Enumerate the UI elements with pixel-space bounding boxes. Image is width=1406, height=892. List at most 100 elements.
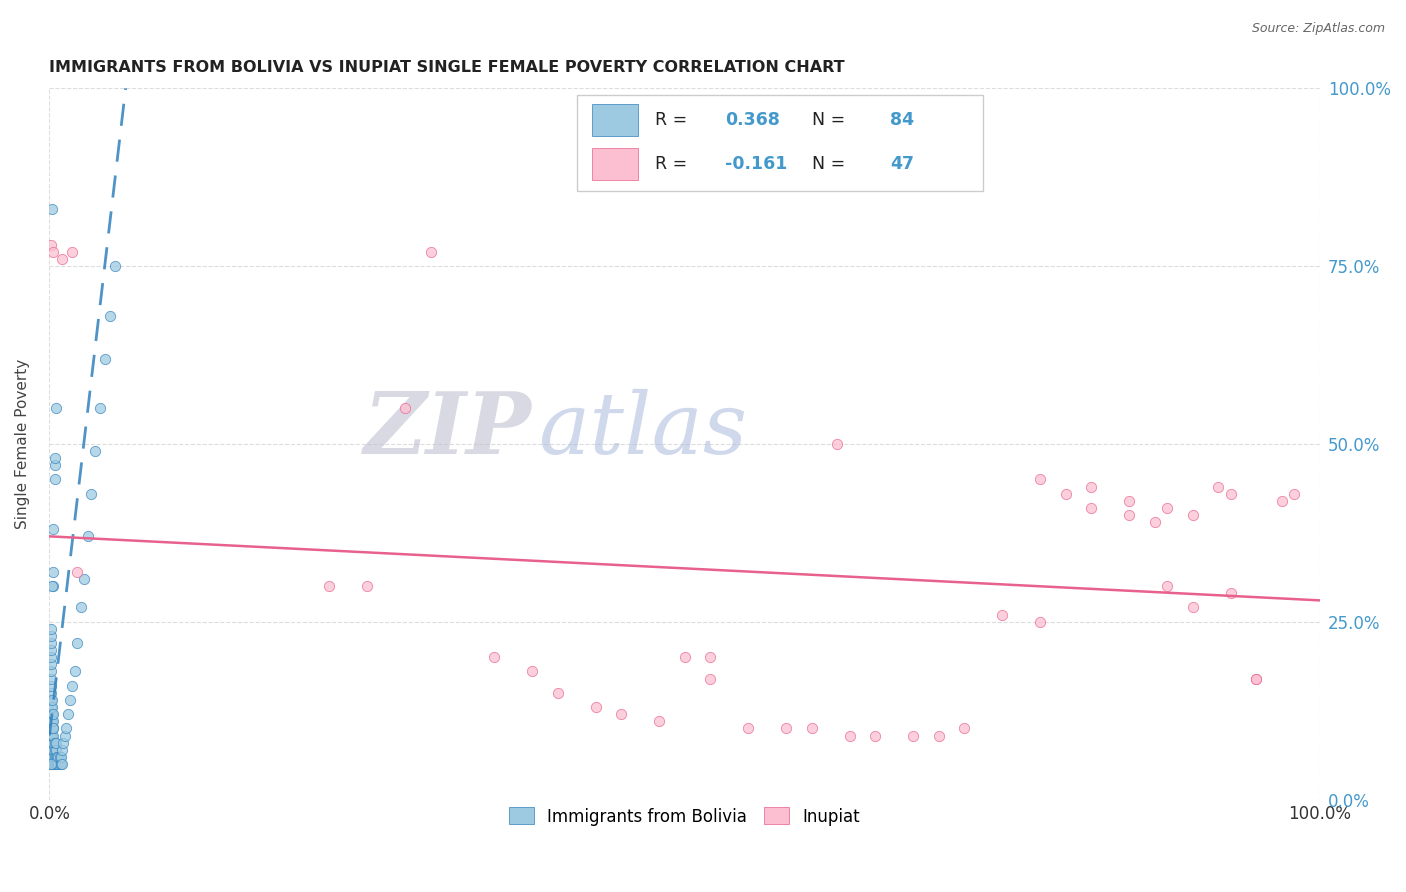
Point bbox=[41, 756, 63, 771]
Point bbox=[42, 756, 65, 771]
Point bbox=[44, 743, 66, 757]
Point bbox=[41, 743, 63, 757]
Y-axis label: Single Female Poverty: Single Female Poverty bbox=[15, 359, 30, 529]
Point bbox=[356, 579, 378, 593]
Point bbox=[41, 736, 63, 750]
Point bbox=[419, 244, 441, 259]
Point bbox=[394, 401, 416, 416]
Point bbox=[46, 756, 69, 771]
Text: 47: 47 bbox=[890, 155, 914, 173]
Point bbox=[51, 743, 73, 757]
Point bbox=[953, 722, 976, 736]
Point bbox=[1244, 672, 1267, 686]
Point bbox=[1284, 486, 1306, 500]
Point bbox=[42, 244, 65, 259]
Point bbox=[991, 607, 1014, 622]
Point bbox=[39, 636, 62, 650]
Point bbox=[39, 756, 62, 771]
Point bbox=[76, 529, 98, 543]
Point bbox=[1080, 500, 1102, 515]
Point bbox=[1219, 486, 1241, 500]
Point bbox=[41, 579, 63, 593]
Point bbox=[1181, 600, 1204, 615]
Point bbox=[46, 749, 69, 764]
Point bbox=[49, 749, 72, 764]
Point bbox=[53, 729, 76, 743]
Point bbox=[44, 749, 66, 764]
Point bbox=[737, 722, 759, 736]
Point bbox=[39, 743, 62, 757]
Point bbox=[66, 636, 89, 650]
Point bbox=[73, 572, 96, 586]
Point bbox=[39, 629, 62, 643]
Text: N =: N = bbox=[801, 155, 851, 173]
Point bbox=[44, 451, 66, 466]
Point bbox=[39, 665, 62, 679]
Text: Source: ZipAtlas.com: Source: ZipAtlas.com bbox=[1251, 22, 1385, 36]
Point bbox=[44, 736, 66, 750]
Point bbox=[46, 749, 69, 764]
Point bbox=[42, 722, 65, 736]
Point bbox=[1244, 672, 1267, 686]
Point bbox=[41, 722, 63, 736]
Point bbox=[39, 736, 62, 750]
Point bbox=[863, 729, 886, 743]
Point bbox=[1118, 493, 1140, 508]
Text: R =: R = bbox=[655, 111, 693, 128]
Point bbox=[1156, 579, 1178, 593]
Point bbox=[1143, 515, 1166, 529]
Point bbox=[1181, 508, 1204, 522]
Point bbox=[699, 672, 721, 686]
Point bbox=[55, 722, 77, 736]
Point bbox=[1219, 586, 1241, 600]
Text: ZIP: ZIP bbox=[364, 388, 531, 471]
FancyBboxPatch shape bbox=[592, 103, 637, 136]
Point bbox=[41, 714, 63, 729]
Point bbox=[39, 237, 62, 252]
Text: N =: N = bbox=[801, 111, 851, 128]
FancyBboxPatch shape bbox=[592, 148, 637, 180]
Point bbox=[44, 473, 66, 487]
Point bbox=[42, 749, 65, 764]
Point bbox=[44, 756, 66, 771]
Point bbox=[48, 749, 70, 764]
Point bbox=[80, 486, 103, 500]
Point bbox=[42, 743, 65, 757]
Point bbox=[45, 749, 67, 764]
Point bbox=[42, 722, 65, 736]
Point bbox=[39, 707, 62, 722]
Point bbox=[104, 259, 127, 273]
Point bbox=[46, 756, 69, 771]
Point bbox=[41, 202, 63, 217]
Point bbox=[648, 714, 671, 729]
Point bbox=[60, 679, 83, 693]
Point bbox=[89, 401, 111, 416]
Point bbox=[42, 707, 65, 722]
Point bbox=[1118, 508, 1140, 522]
Point bbox=[41, 729, 63, 743]
Point bbox=[45, 401, 67, 416]
Point bbox=[825, 437, 848, 451]
Point bbox=[41, 707, 63, 722]
Point bbox=[66, 565, 89, 579]
Point bbox=[51, 756, 73, 771]
Point bbox=[547, 686, 569, 700]
Point bbox=[318, 579, 340, 593]
Point bbox=[52, 736, 75, 750]
Point bbox=[800, 722, 823, 736]
Point bbox=[39, 714, 62, 729]
Point bbox=[60, 244, 83, 259]
Point bbox=[49, 756, 72, 771]
Point bbox=[39, 693, 62, 707]
Point bbox=[39, 643, 62, 657]
Point bbox=[51, 252, 73, 266]
Point bbox=[41, 749, 63, 764]
Point bbox=[699, 650, 721, 665]
Point bbox=[838, 729, 860, 743]
Point bbox=[45, 756, 67, 771]
Legend: Immigrants from Bolivia, Inupiat: Immigrants from Bolivia, Inupiat bbox=[501, 799, 869, 834]
Point bbox=[84, 444, 107, 458]
Point bbox=[42, 714, 65, 729]
Point bbox=[100, 309, 122, 323]
Point bbox=[39, 650, 62, 665]
